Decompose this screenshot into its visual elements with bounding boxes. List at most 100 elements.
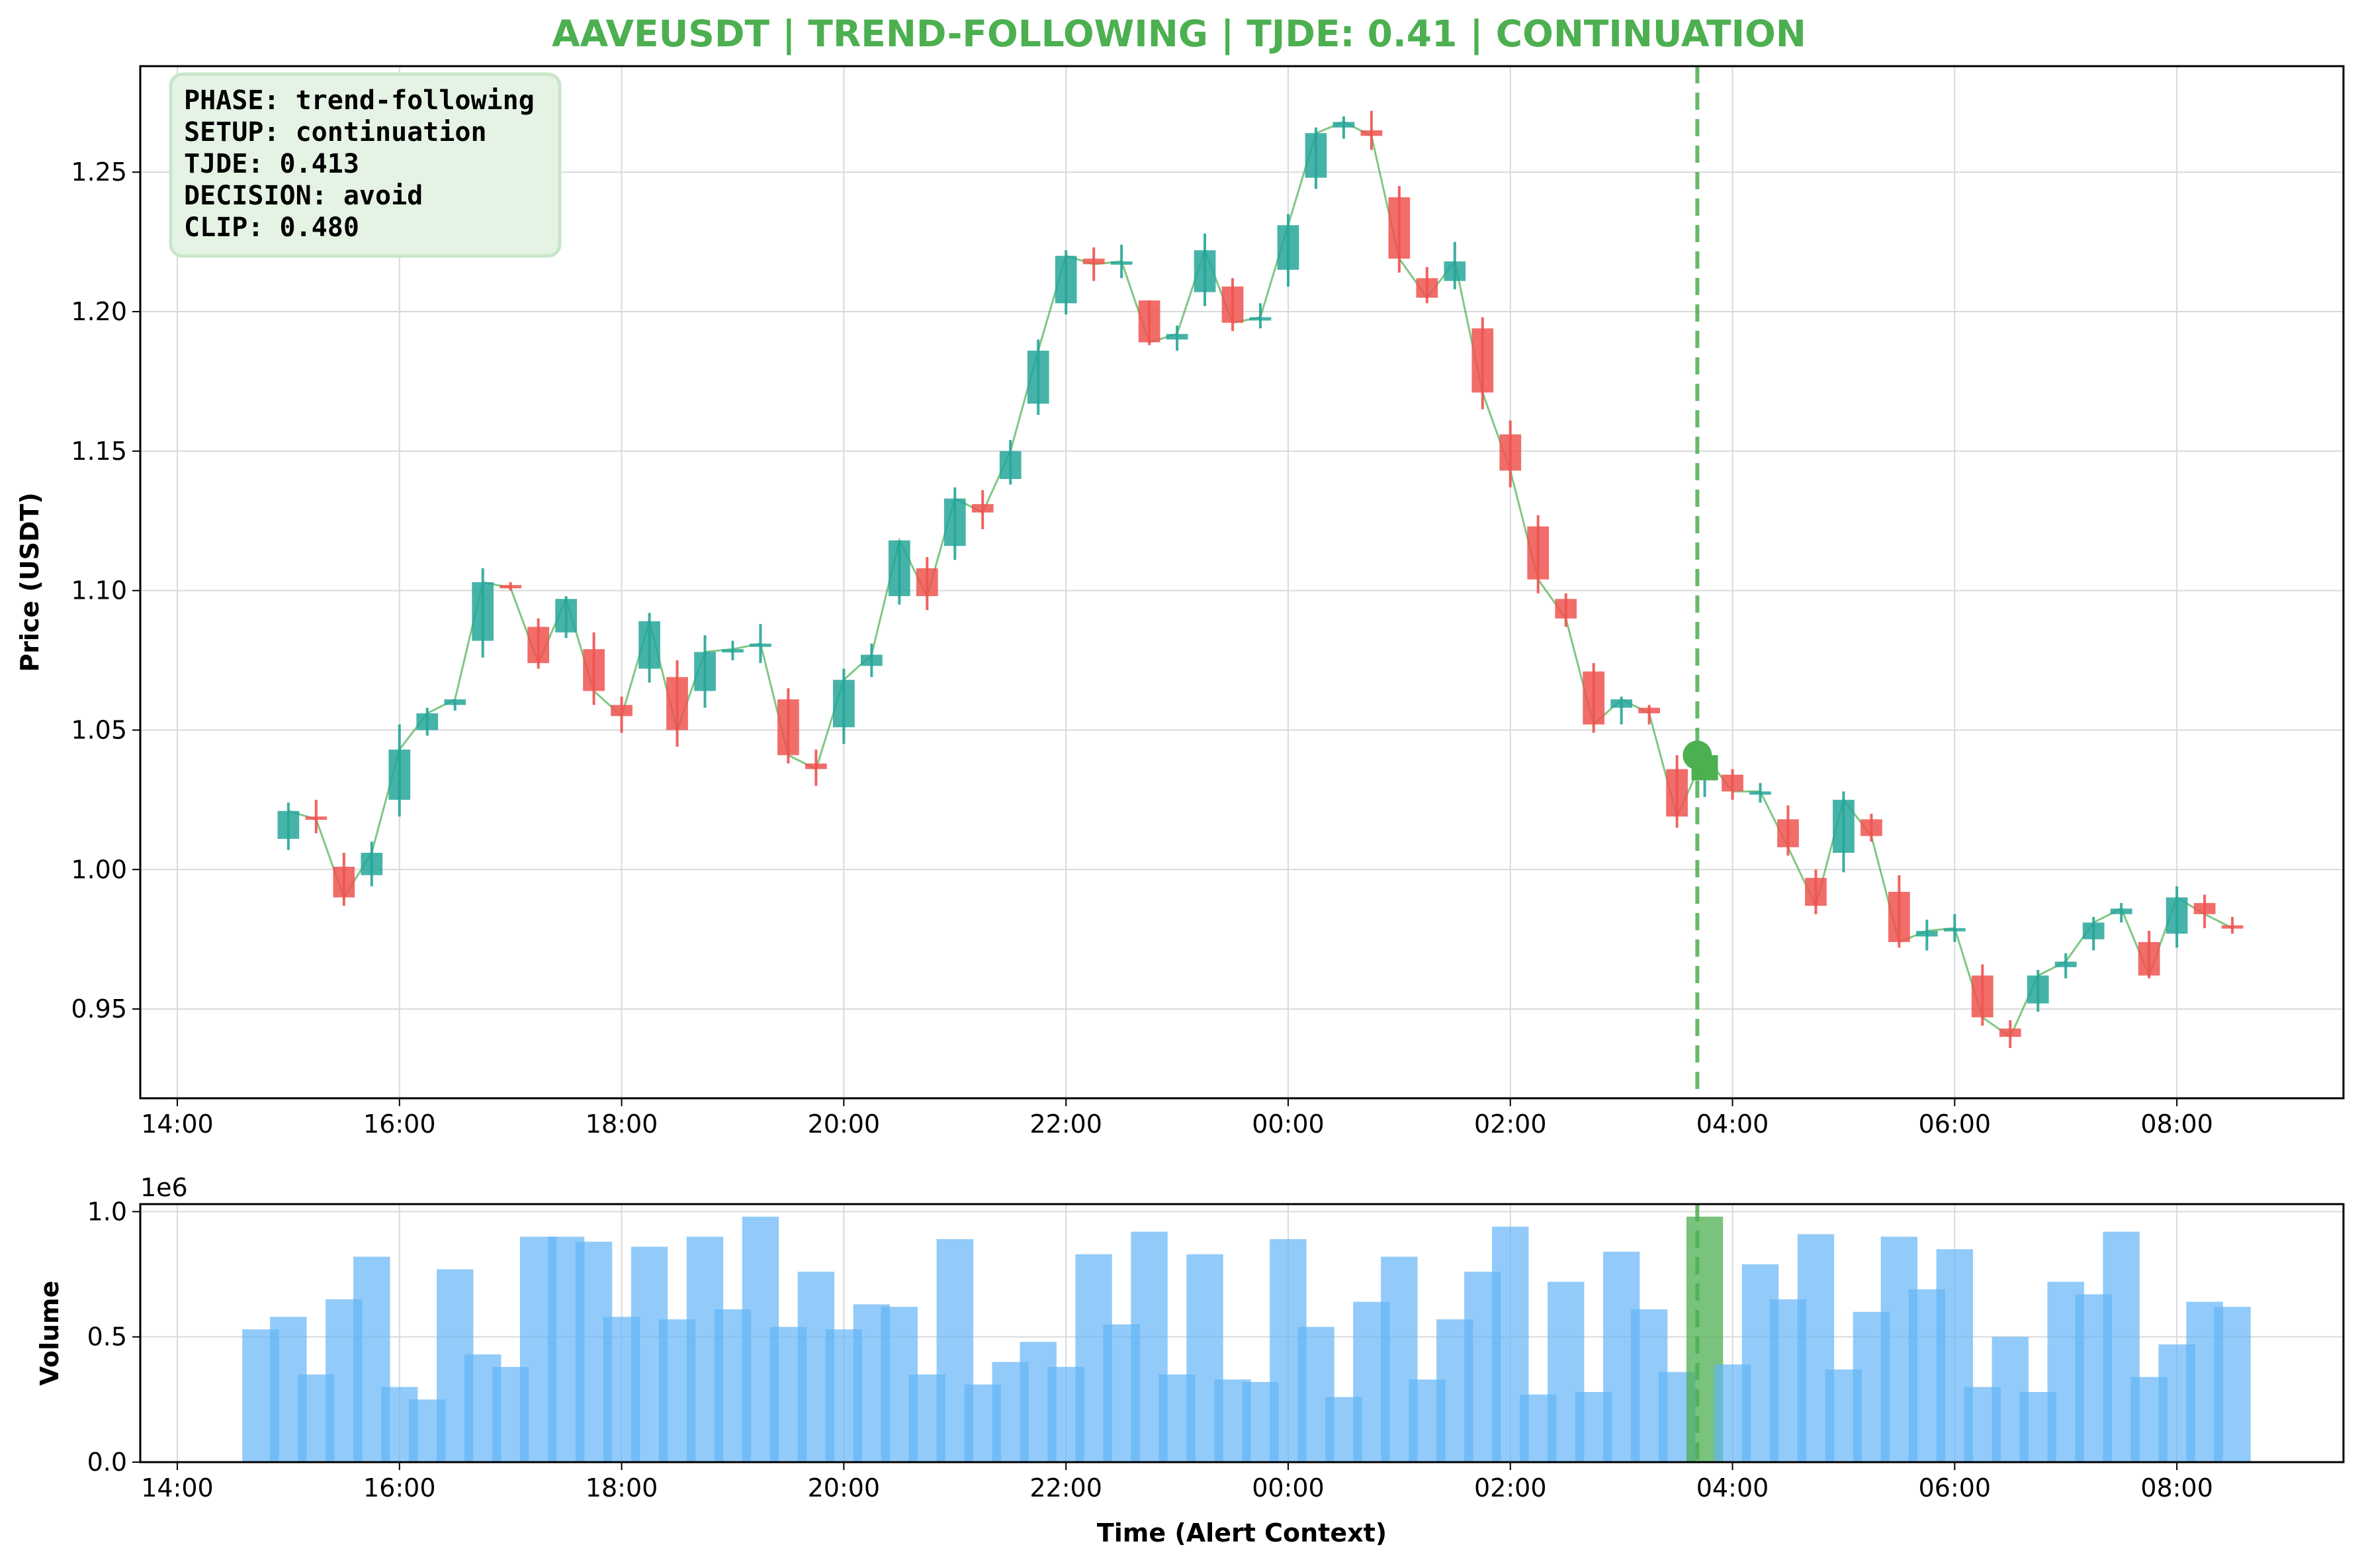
candle-body [1333, 122, 1355, 128]
candle-body [2027, 975, 2049, 1004]
bearish-candle [1138, 300, 1160, 345]
bullish-candle [1249, 303, 1272, 329]
bullish-candle [1194, 233, 1216, 306]
bullish-candle [1110, 244, 1133, 279]
info-setup: SETUP: continuation [184, 117, 487, 148]
volume-axis-ticks: 0.0 0.5 1.0 14:00 16:00 18:00 20:00 22:00 00:00 0… [87, 1197, 2213, 1503]
candle-body [555, 599, 577, 632]
candle-body [1999, 1028, 2021, 1037]
candle-body [444, 699, 466, 705]
price-x-tick-label: 18:00 [586, 1110, 658, 1139]
bullish-candle [638, 613, 660, 683]
candle-body [1221, 286, 1244, 323]
candle-body [971, 503, 994, 513]
bearish-candle [1555, 593, 1577, 627]
bullish-candle [1444, 241, 1466, 290]
alert-point [1683, 740, 1712, 770]
bullish-candle [277, 803, 300, 850]
info-tjde: TJDE: 0.413 [184, 149, 359, 179]
candle-body [916, 568, 938, 597]
candle-body [1444, 261, 1466, 281]
price-y-tick-label: 1.15 [71, 437, 127, 466]
candle-body [500, 585, 522, 589]
bullish-candle [1943, 914, 1966, 942]
candle-body [305, 816, 328, 820]
volume-x-tick-label: 18:00 [586, 1473, 658, 1503]
info-clip: CLIP: 0.480 [184, 212, 359, 243]
candle-body [1166, 333, 1188, 340]
volume-axes-frame [139, 1203, 2345, 1463]
candle-body [1416, 278, 1438, 298]
candle-body [2110, 908, 2132, 914]
price-x-tick-label: 22:00 [1029, 1110, 1102, 1139]
bearish-candle [1527, 515, 1550, 593]
volume-x-tick-label: 22:00 [1029, 1473, 1102, 1503]
bearish-candle [2221, 916, 2244, 934]
bearish-candle [1082, 247, 1105, 281]
bearish-candle [916, 557, 938, 611]
volume-bar-series [242, 1216, 2251, 1462]
bearish-candle [1471, 317, 1494, 410]
candle-body [611, 705, 633, 717]
candle-body [361, 852, 383, 875]
candle-body [1555, 599, 1577, 619]
candle-body [1360, 130, 1383, 136]
candle-body [1082, 258, 1105, 265]
volume-x-tick-label: 00:00 [1252, 1473, 1325, 1503]
price-x-tick-label: 08:00 [2140, 1110, 2213, 1139]
bearish-candle [1888, 875, 1910, 948]
candle-body [1499, 434, 1522, 471]
price-y-tick-label: 1.20 [71, 297, 127, 326]
candle-body [722, 649, 744, 653]
bearish-candle [1971, 964, 1993, 1026]
bearish-candle [1805, 869, 1827, 914]
price-x-tick-label: 20:00 [808, 1110, 881, 1139]
candle-body [1583, 671, 1605, 725]
bearish-candle [666, 660, 688, 747]
bullish-candle [1027, 339, 1049, 415]
info-decision: DECISION: avoid [184, 181, 423, 211]
volume-x-tick-label: 02:00 [1474, 1473, 1547, 1503]
bearish-candle [777, 688, 799, 764]
bearish-candle [1666, 755, 1688, 828]
bearish-candle [1583, 663, 1605, 733]
bearish-candle [1388, 186, 1411, 273]
bullish-candle [2110, 902, 2132, 923]
bullish-candle [388, 724, 411, 817]
volume-bar [2214, 1307, 2251, 1462]
volume-x-tick-label: 06:00 [1919, 1473, 1991, 1503]
candle-body [472, 582, 494, 641]
price-y-tick-label: 1.00 [71, 855, 127, 884]
bullish-candle [1610, 696, 1633, 725]
price-x-tick-label: 06:00 [1919, 1110, 1991, 1139]
info-box-background [169, 72, 562, 258]
volume-x-tick-label: 08:00 [2140, 1473, 2213, 1503]
bullish-candle [832, 668, 855, 744]
volume-y-tick-label: 0.5 [87, 1323, 127, 1352]
candle-body [1249, 317, 1272, 321]
candle-body [1833, 799, 1855, 853]
candle-body [666, 677, 688, 730]
candle-body [777, 699, 799, 756]
bearish-candle [2193, 894, 2216, 928]
volume-x-tick-label: 14:00 [141, 1473, 214, 1503]
bullish-candle [999, 439, 1022, 485]
candle-body [2082, 922, 2105, 939]
candlestick-series [277, 110, 2244, 1049]
candle-body [638, 621, 660, 669]
bullish-candle [555, 596, 577, 638]
volume-panel: 0.0 0.5 1.0 14:00 16:00 18:00 20:00 22:00 00:00 0… [35, 1173, 2345, 1547]
price-x-tick-label: 02:00 [1474, 1110, 1547, 1139]
bearish-candle [1777, 805, 1799, 856]
candle-body [1638, 707, 1661, 714]
candle-body [1388, 197, 1411, 259]
candle-body [888, 540, 910, 597]
bearish-candle [1360, 110, 1383, 150]
candle-body [1110, 261, 1133, 265]
bullish-candle [1166, 326, 1188, 351]
bearish-candle [1999, 1020, 2021, 1049]
candle-body [1916, 931, 1938, 937]
volume-y-tick-label: 1.0 [87, 1197, 127, 1226]
bullish-candle [2165, 886, 2188, 948]
candle-body [999, 451, 1022, 479]
